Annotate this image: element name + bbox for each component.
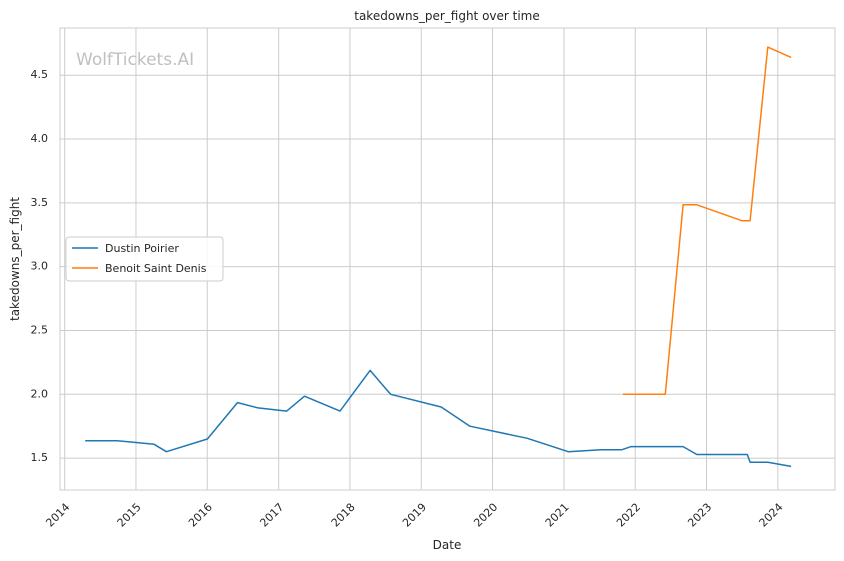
y-tick-label: 3.5 <box>31 196 49 209</box>
y-tick-label: 2.0 <box>31 387 49 400</box>
plot-area <box>59 27 836 491</box>
legend-label-dustin-poirier: Dustin Poirier <box>105 242 179 255</box>
grid-lines <box>60 28 835 490</box>
watermark-text: WolfTickets.AI <box>76 50 194 70</box>
x-axis-title: Date <box>433 538 462 552</box>
y-axis-ticks: 1.5 2.0 2.5 3.0 3.5 4.0 4.5 <box>31 68 49 464</box>
series-lines <box>85 46 792 468</box>
legend: Dustin Poirier Benoit Saint Denis <box>65 236 224 282</box>
y-tick-label: 1.5 <box>31 451 49 464</box>
x-axis-ticks: 2014 2015 2016 2017 2018 2019 2020 2021 2022 2023… <box>43 501 785 530</box>
series-line-dustin-poirier <box>85 369 792 468</box>
y-tick-label: 3.0 <box>31 260 49 273</box>
y-tick-label: 4.0 <box>31 132 49 145</box>
y-tick-label: 2.5 <box>31 323 49 336</box>
legend-label-benoit-saint-denis: Benoit Saint Denis <box>105 262 207 275</box>
series-line-benoit-saint-denis <box>622 46 792 396</box>
y-tick-label: 4.5 <box>31 68 49 81</box>
y-axis-title: takedowns_per_fight <box>8 197 22 321</box>
legend-box <box>65 236 224 282</box>
chart-title: takedowns_per_fight over time <box>354 9 540 23</box>
